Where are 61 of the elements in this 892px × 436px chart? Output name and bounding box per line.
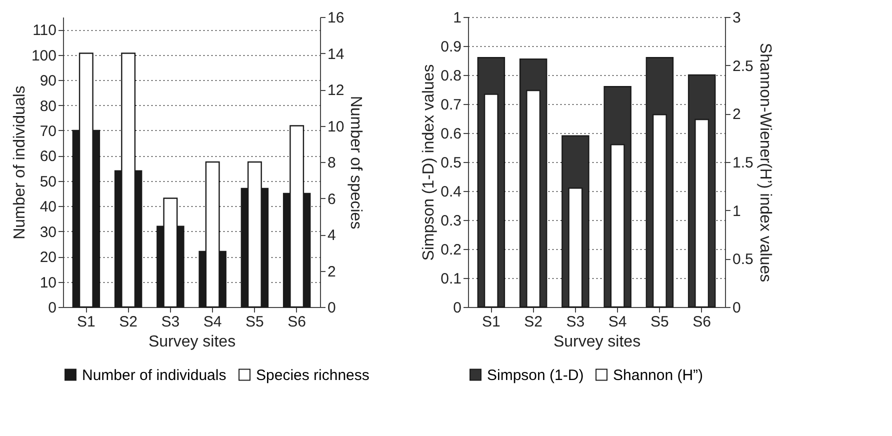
x-tick-label: S3 xyxy=(566,314,585,330)
y2-tick-label: 14 xyxy=(328,46,344,63)
y-tick-label: 80 xyxy=(40,98,56,115)
legend-label: Simpson (1-D) xyxy=(487,366,584,384)
x-tick-label: S6 xyxy=(288,314,306,330)
y2-tick-label: 1 xyxy=(732,202,741,220)
x-tick-label: S2 xyxy=(119,314,138,330)
y-tick-label: 60 xyxy=(40,148,56,166)
y2-tick-label: 4 xyxy=(328,227,336,244)
x-axis-title: Survey sites xyxy=(553,334,641,350)
y2-tick-label: 3 xyxy=(732,10,741,26)
x-tick-label: S3 xyxy=(161,314,180,330)
y-tick-label: 10 xyxy=(40,274,56,292)
y2-tick-label: 12 xyxy=(328,82,344,99)
y2-axis-title: Number of species xyxy=(347,96,364,230)
y-tick-label: 100 xyxy=(31,47,56,64)
y-tick-label: 0.6 xyxy=(440,126,462,142)
y-tick-label: 0.7 xyxy=(440,96,462,114)
y-tick-label: 0 xyxy=(453,300,462,316)
y-tick-label: 110 xyxy=(32,22,56,40)
y2-tick-label: 2 xyxy=(328,263,336,280)
legend-label: Number of individuals xyxy=(82,366,226,384)
y-tick-label: 0 xyxy=(48,300,56,316)
y-tick-label: 1 xyxy=(453,10,462,26)
y2-tick-label: 0 xyxy=(328,300,336,316)
y2-tick-label: 16 xyxy=(328,10,344,26)
y-tick-label: 30 xyxy=(40,224,56,241)
x-tick-label: S1 xyxy=(76,314,96,330)
y2-axis-title: Shannon-Wiener(H’) index values xyxy=(756,42,774,282)
y2-tick-label: 2 xyxy=(732,106,741,124)
x-axis-title: Survey sites xyxy=(148,334,236,350)
x-tick-label: S1 xyxy=(482,314,500,330)
y2-tick-label: 0.5 xyxy=(732,251,754,268)
y-tick-label: 0.8 xyxy=(440,68,462,84)
x-tick-label: S4 xyxy=(203,314,222,330)
y-axis-title: Simpson (1-D) index values xyxy=(420,64,438,261)
x-tick-label: S5 xyxy=(650,314,669,330)
y2-tick-label: 8 xyxy=(328,154,336,172)
y2-tick-label: 10 xyxy=(328,118,344,136)
y-tick-label: 0.4 xyxy=(440,184,462,200)
y2-tick-label: 6 xyxy=(328,190,336,208)
y2-tick-label: 0 xyxy=(732,300,741,316)
x-tick-label: S2 xyxy=(524,314,542,330)
y-tick-label: 70 xyxy=(40,122,56,140)
y-tick-label: 50 xyxy=(40,173,56,190)
y-tick-label: 0.9 xyxy=(440,38,462,56)
y2-tick-label: 2.5 xyxy=(732,58,754,75)
y2-tick-label: 1.5 xyxy=(732,154,754,172)
y-tick-label: 90 xyxy=(40,72,56,90)
y-tick-label: 40 xyxy=(40,198,56,216)
y-tick-label: 0.3 xyxy=(440,212,462,230)
x-tick-label: S5 xyxy=(246,314,264,330)
y-tick-label: 20 xyxy=(40,249,56,266)
y-axis-title: Number of individuals xyxy=(11,86,28,240)
y-tick-label: 0.2 xyxy=(440,242,462,258)
x-tick-label: S4 xyxy=(608,314,627,330)
legend-label: Species richness xyxy=(256,366,370,384)
legend-label: Shannon (H”) xyxy=(613,366,704,384)
x-tick-label: S6 xyxy=(692,314,712,330)
y-tick-label: 0.5 xyxy=(440,154,462,172)
y-tick-label: 0.1 xyxy=(440,270,462,288)
